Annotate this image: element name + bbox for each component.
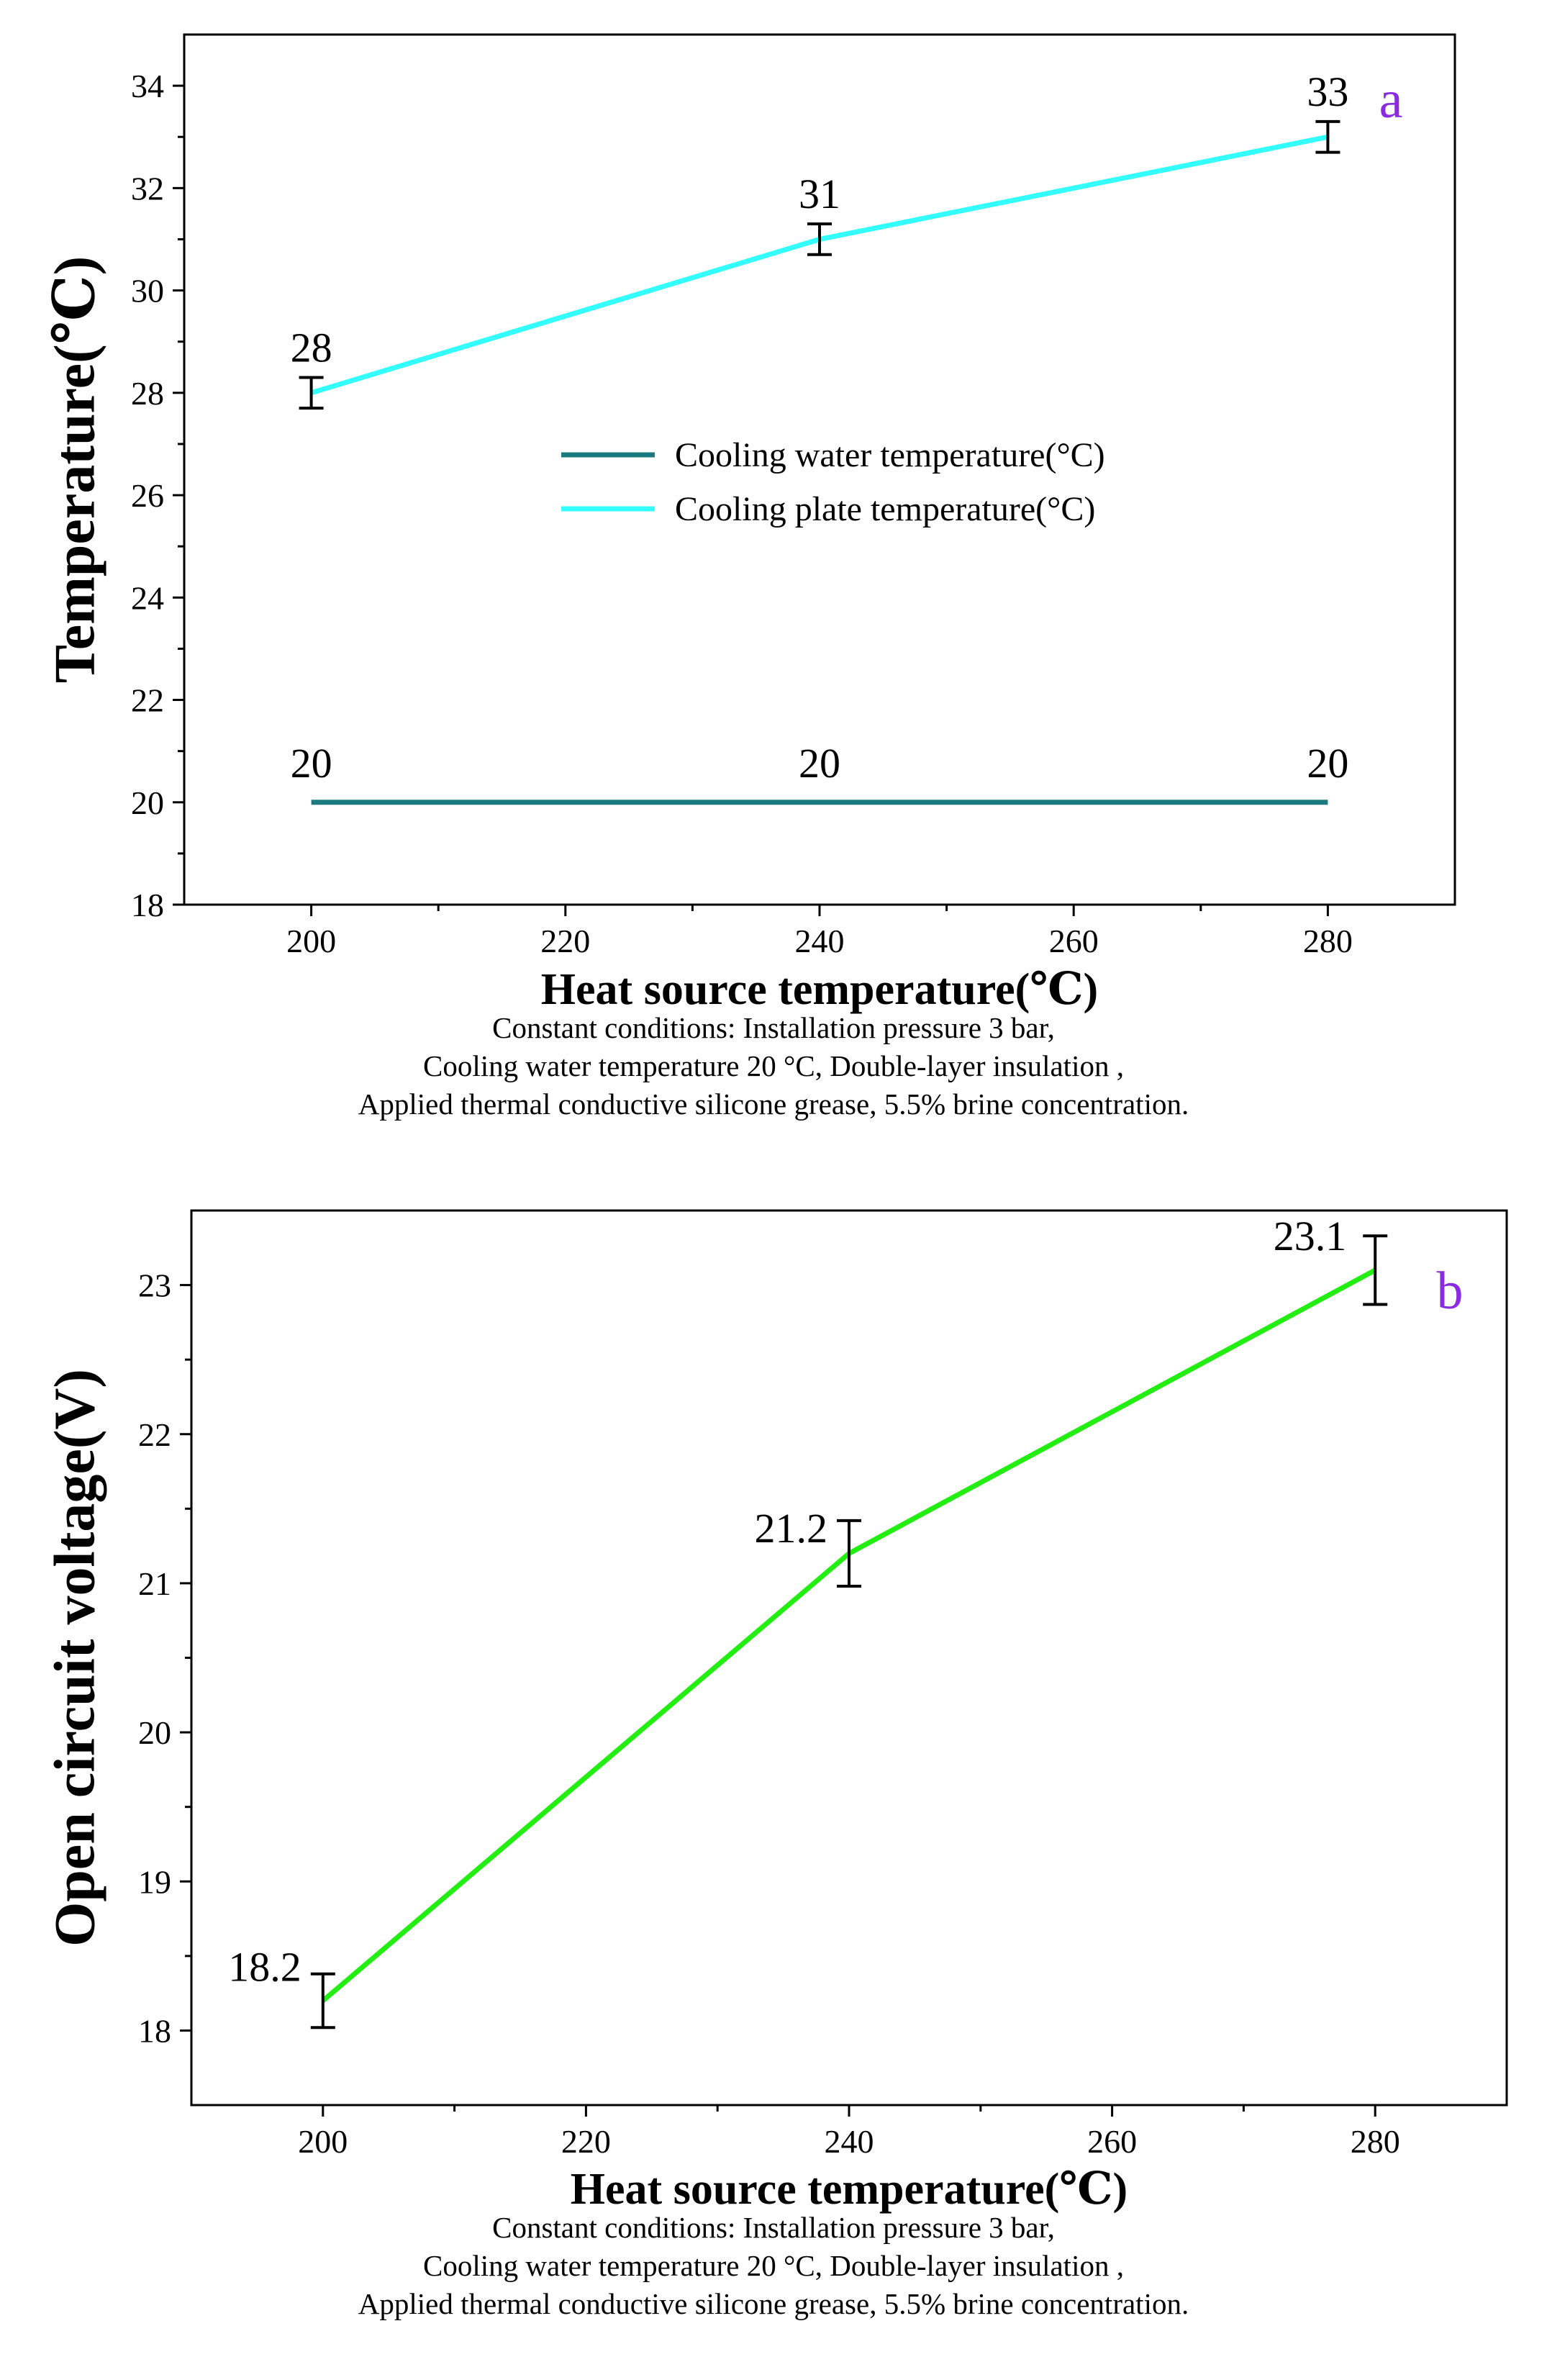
chart-b-plot-frame [190, 1209, 1508, 2107]
chart-b-data-label: 21.2 [755, 1505, 828, 1552]
chart-a-x-tick-label: 280 [1303, 923, 1353, 959]
caption-a-line-2: Cooling water temperature 20 °C, Double-… [423, 1049, 1124, 1082]
caption-b-line-2: Cooling water temperature 20 °C, Double-… [423, 2249, 1124, 2282]
chart-a-x-tick-label: 240 [795, 923, 845, 959]
chart-b-y-tick-label: 23 [138, 1267, 171, 1304]
chart-a-x-axis-label: Heat source temperature(℃) [541, 965, 1098, 1014]
chart-a-y-tick-label: 24 [131, 579, 164, 616]
chart-b-x-tick-label: 280 [1351, 2123, 1400, 2160]
caption-b-line-3: Applied thermal conductive silicone grea… [358, 2287, 1189, 2320]
chart-a-legend-label: Cooling water temperature(°C) [675, 436, 1105, 474]
chart-a-y-tick-label: 34 [131, 68, 164, 104]
chart-a-x-tick-label: 260 [1049, 923, 1099, 959]
chart-b-x-axis-label: Heat source temperature(℃) [571, 2165, 1128, 2214]
chart-a-panel-label: a [1379, 71, 1403, 130]
chart-b-y-tick-label: 22 [138, 1416, 171, 1453]
chart-a-data-label: 20 [291, 740, 332, 787]
chart-b-y-tick-label: 18 [138, 2012, 171, 2049]
caption-a-line-3: Applied thermal conductive silicone grea… [358, 1087, 1189, 1121]
caption-a-line-1: Constant conditions: Installation pressu… [492, 1011, 1055, 1044]
chart-b-y-tick-label: 21 [138, 1565, 171, 1602]
chart-a-y-tick-label: 32 [131, 170, 164, 207]
chart-b-x-tick-label: 220 [561, 2123, 611, 2160]
chart-b-y-tick-label: 20 [138, 1714, 171, 1751]
chart-a-x-tick-label: 220 [540, 923, 590, 959]
chart-a-y-tick-label: 22 [131, 682, 164, 719]
chart-a-y-axis-label: Temperature(℃) [43, 256, 106, 684]
chart-a-y-tick-label: 30 [131, 273, 164, 309]
chart-b-y-axis-label: Open circuit voltage(V) [43, 1369, 106, 1947]
chart-a-data-label: 33 [1307, 68, 1348, 115]
chart-b-data-label: 18.2 [228, 1944, 301, 1991]
chart-a-y-tick-label: 18 [131, 887, 164, 923]
chart-a-y-tick-label: 20 [131, 784, 164, 821]
chart-b-x-tick-label: 240 [825, 2123, 874, 2160]
caption-b-line-1: Constant conditions: Installation pressu… [492, 2211, 1055, 2244]
chart-b-data-label: 23.1 [1274, 1213, 1347, 1259]
chart-b-series-line [321, 1267, 1376, 2003]
chart-b-panel-label: b [1437, 1262, 1464, 1321]
chart-a-data-label: 20 [799, 740, 840, 787]
chart-a-y-tick-label: 28 [131, 375, 164, 412]
caption-b: Constant conditions: Installation pressu… [0, 2209, 1547, 2323]
caption-a: Constant conditions: Installation pressu… [0, 1009, 1547, 1123]
chart-a-legend-label: Cooling plate temperature(°C) [675, 490, 1095, 528]
chart-a-data-label: 20 [1307, 740, 1348, 787]
chart-a-data-label: 28 [291, 324, 332, 371]
chart-a-x-tick-label: 200 [286, 923, 336, 959]
chart-a-y-tick-label: 26 [131, 477, 164, 514]
chart-b-y-tick-label: 19 [138, 1863, 171, 1900]
chart-a-data-label: 31 [799, 171, 840, 217]
chart-b-x-tick-label: 200 [298, 2123, 348, 2160]
chart-b-x-tick-label: 260 [1087, 2123, 1137, 2160]
